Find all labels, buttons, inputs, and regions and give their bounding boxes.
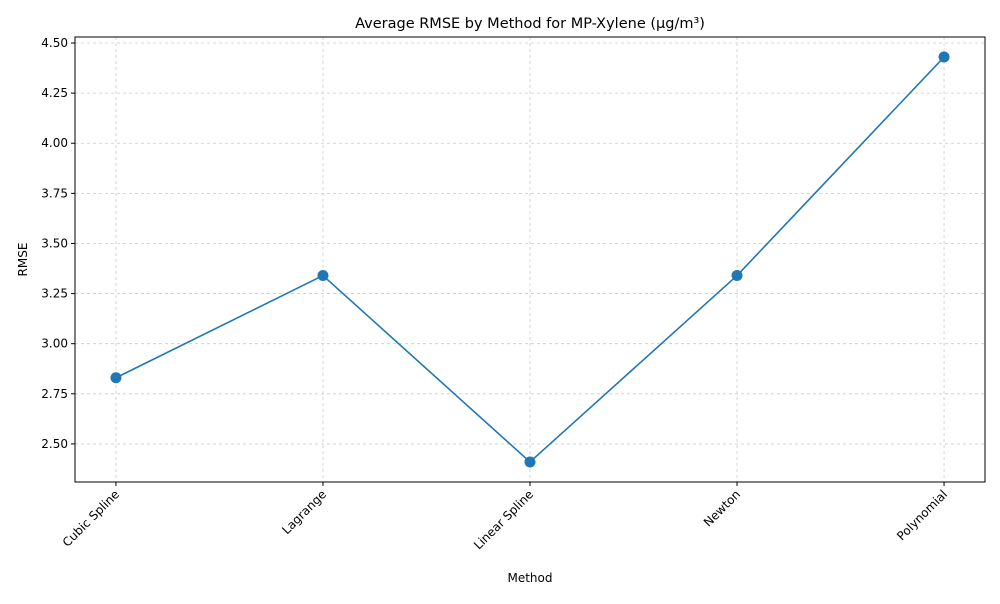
- x-axis: Cubic Spline Lagrange Linear Spline Newton P…: [60, 482, 950, 552]
- data-point-lagrange: [317, 270, 329, 282]
- grid: [75, 37, 985, 482]
- data-point-linear-spline: [524, 456, 536, 468]
- y-tick-label: 4.50: [41, 36, 68, 50]
- x-tick-label: Newton: [701, 487, 743, 529]
- x-tick-label: Cubic Spline: [60, 487, 122, 549]
- data-point-polynomial: [938, 51, 950, 63]
- y-tick-label: 3.50: [41, 236, 68, 250]
- y-tick-label: 3.25: [41, 287, 68, 301]
- y-tick-label: 2.50: [41, 437, 68, 451]
- data-point-newton: [731, 270, 743, 282]
- x-tick-label: Linear Spline: [471, 487, 536, 552]
- data-point-cubic-spline: [110, 372, 122, 384]
- data-point-layer: [110, 51, 950, 468]
- x-tick-label: Polynomial: [894, 487, 950, 543]
- y-tick-label: 4.25: [41, 86, 68, 100]
- y-axis-title: RMSE: [16, 243, 30, 277]
- x-tick-label: Lagrange: [279, 487, 329, 537]
- y-tick-label: 3.00: [41, 337, 68, 351]
- x-axis-title: Method: [507, 571, 552, 585]
- y-tick-label: 2.75: [41, 387, 68, 401]
- chart-title: Average RMSE by Method for MP-Xylene (µg…: [355, 16, 705, 32]
- y-tick-label: 4.00: [41, 136, 68, 150]
- y-axis: 2.50 2.75 3.00 3.25 3.50 3.75 4.00 4.25 4.50: [41, 36, 75, 451]
- y-tick-label: 3.75: [41, 186, 68, 200]
